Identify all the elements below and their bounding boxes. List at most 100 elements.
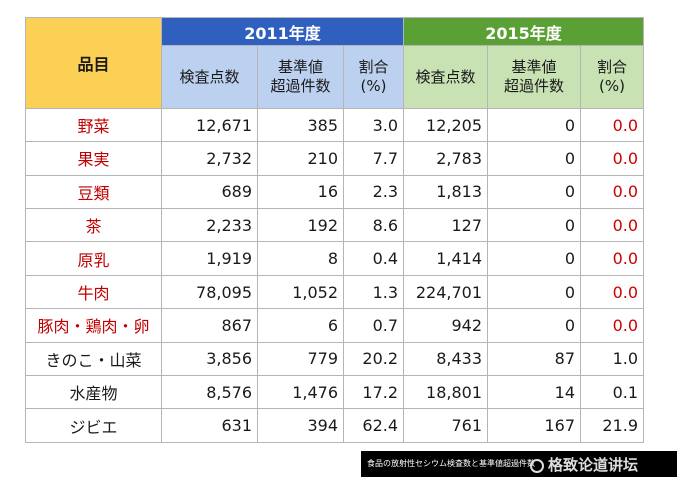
tested-2011: 8,576 xyxy=(161,375,258,410)
rate-2015: 0.1 xyxy=(580,375,645,410)
tested-2015: 1,414 xyxy=(403,241,489,276)
rate-2015: 0.0 xyxy=(580,241,645,276)
table-row: 果実 2,732 210 7.7 2,783 0 0.0 xyxy=(25,141,645,176)
tested-2015: 18,801 xyxy=(403,375,489,410)
rate-2015: 0.0 xyxy=(580,107,645,143)
rate-2015: 21.9 xyxy=(580,408,645,443)
rate-2011: 2.3 xyxy=(342,174,405,210)
item-name: ジビエ xyxy=(25,408,162,443)
header-row-columns: 検査点数 基準値 超過件数 割合 (%) 検査点数 基準値 超過件数 割合 (%) xyxy=(26,45,645,109)
rate-2011: 8.6 xyxy=(342,208,405,243)
exceed-2011-label-1: 基準値 xyxy=(277,58,323,76)
exceed-2015-label-2: 超過件数 xyxy=(504,77,565,95)
table-row: きのこ・山菜 3,856 779 20.2 8,433 87 1.0 xyxy=(25,341,645,377)
exceed-2015-header: 基準値 超過件数 xyxy=(487,45,582,109)
year-2011-header: 2011年度 xyxy=(160,16,405,47)
table-row: 豆類 689 16 2.3 1,813 0 0.0 xyxy=(25,174,645,210)
tested-2011: 631 xyxy=(161,408,258,443)
table-row: 茶 2,233 192 8.6 127 0 0.0 xyxy=(25,208,645,243)
rate-2011: 62.4 xyxy=(342,408,405,443)
tested-2015: 942 xyxy=(403,308,489,343)
rate-2015: 0.0 xyxy=(580,141,645,176)
inspection-table: 品目 2011年度 2015年度 検査点数 基準値 超過件数 割合 (%) 検査点数… xyxy=(25,16,645,443)
tested-2011: 78,095 xyxy=(161,274,258,310)
rate-2011: 0.4 xyxy=(342,241,405,276)
rate-2015-label-2: (%) xyxy=(599,77,625,95)
watermark: 格致论道讲坛 xyxy=(530,452,638,478)
rate-2015: 1.0 xyxy=(580,341,645,377)
tested-2015: 12,205 xyxy=(403,107,489,143)
rate-2011: 3.0 xyxy=(342,107,405,143)
year-2015-header: 2015年度 xyxy=(403,16,645,47)
exceed-2015: 0 xyxy=(487,174,582,210)
tested-2011: 3,856 xyxy=(161,341,258,377)
item-name: 茶 xyxy=(25,208,162,243)
item-name: 豚肉・鶏肉・卵 xyxy=(25,308,162,343)
exceed-2015: 0 xyxy=(487,208,582,243)
exceed-2015: 0 xyxy=(487,241,582,276)
tested-2015: 1,813 xyxy=(403,174,489,210)
exceed-2015: 0 xyxy=(487,274,582,310)
table-row: 野菜 12,671 385 3.0 12,205 0 0.0 xyxy=(25,107,645,143)
tested-2011-header: 検査点数 xyxy=(161,45,258,109)
exceed-2011: 779 xyxy=(257,341,344,377)
exceed-2011: 192 xyxy=(257,208,344,243)
item-name: 果実 xyxy=(25,141,162,176)
rate-2011: 20.2 xyxy=(342,341,405,377)
tested-2011: 2,732 xyxy=(161,141,258,176)
exceed-2015: 14 xyxy=(487,375,582,410)
exceed-2011: 394 xyxy=(257,408,344,443)
exceed-2011: 1,052 xyxy=(257,274,344,310)
tested-2011: 689 xyxy=(161,174,258,210)
tested-2015-label: 検査点数 xyxy=(415,67,476,86)
exceed-2015: 0 xyxy=(487,107,582,143)
item-name: 野菜 xyxy=(25,107,162,143)
exceed-2015: 87 xyxy=(487,341,582,377)
rate-2011-label-2: (%) xyxy=(360,77,387,95)
table-row: 水産物 8,576 1,476 17.2 18,801 14 0.1 xyxy=(25,375,645,410)
rate-2015: 0.0 xyxy=(580,274,645,310)
rate-2011: 17.2 xyxy=(342,375,405,410)
item-name: きのこ・山菜 xyxy=(25,341,162,377)
tested-2015: 761 xyxy=(403,408,489,443)
item-name: 牛肉 xyxy=(25,274,162,310)
tested-2011: 2,233 xyxy=(161,208,258,243)
table-row: ジビエ 631 394 62.4 761 167 21.9 xyxy=(25,408,645,443)
tested-2011: 12,671 xyxy=(161,107,258,143)
tested-2015: 127 xyxy=(403,208,489,243)
rate-2015-header: 割合 (%) xyxy=(580,45,645,109)
rate-2011-label-1: 割合 xyxy=(358,58,389,76)
exceed-2015: 0 xyxy=(487,308,582,343)
tested-2011: 1,919 xyxy=(161,241,258,276)
table-row: 牛肉 78,095 1,052 1.3 224,701 0 0.0 xyxy=(25,274,645,310)
exceed-2015-label-1: 基準値 xyxy=(511,58,557,76)
item-name: 豆類 xyxy=(25,174,162,210)
exceed-2015: 0 xyxy=(487,141,582,176)
rate-2011: 0.7 xyxy=(342,308,405,343)
header-row-years: 品目 2011年度 2015年度 xyxy=(25,16,645,109)
tested-2015: 8,433 xyxy=(403,341,489,377)
rate-2011: 1.3 xyxy=(342,274,405,310)
item-name: 水産物 xyxy=(25,375,162,410)
exceed-2011: 210 xyxy=(257,141,344,176)
exceed-2011-header: 基準値 超過件数 xyxy=(257,45,344,109)
rate-2015-label-1: 割合 xyxy=(597,58,628,76)
tested-2015-header: 検査点数 xyxy=(403,45,489,109)
rate-2015: 0.0 xyxy=(580,174,645,210)
exceed-2011-label-2: 超過件数 xyxy=(270,77,331,95)
rate-2011: 7.7 xyxy=(342,141,405,176)
rate-2015: 0.0 xyxy=(580,308,645,343)
item-column-header: 品目 xyxy=(25,17,162,109)
image-caption: 食品の放射性セシウム検査数と基準値超過件数 xyxy=(361,451,677,477)
table-row: 豚肉・鶏肉・卵 867 6 0.7 942 0 0.0 xyxy=(25,308,645,343)
item-name: 原乳 xyxy=(25,241,162,276)
table-row: 原乳 1,919 8 0.4 1,414 0 0.0 xyxy=(25,241,645,276)
exceed-2011: 16 xyxy=(257,174,344,210)
exceed-2015: 167 xyxy=(487,408,582,443)
rate-2015: 0.0 xyxy=(580,208,645,243)
watermark-text: 格致论道讲坛 xyxy=(548,456,639,474)
rate-2011-header: 割合 (%) xyxy=(342,45,405,109)
tested-2015: 2,783 xyxy=(403,141,489,176)
tested-2011: 867 xyxy=(161,308,258,343)
tested-2015: 224,701 xyxy=(403,274,489,310)
